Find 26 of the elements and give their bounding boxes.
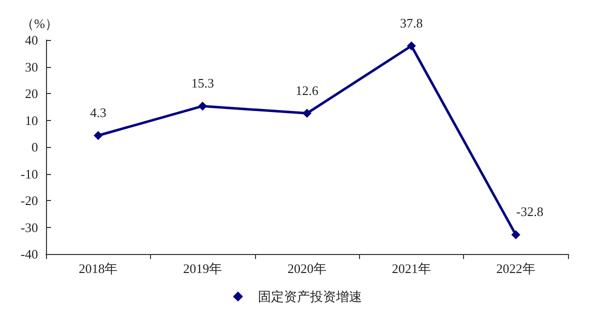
x-tick-label: 2018年 [78, 261, 118, 276]
y-tick-label: 30 [25, 59, 38, 74]
point [198, 102, 208, 111]
data-label: 4.3 [90, 104, 106, 120]
y-tick-label: 0 [32, 140, 38, 154]
legend-label: 固定资产投资增速 [258, 289, 362, 304]
y-tick-label: -10 [20, 166, 38, 182]
y-axis-title: （%） [21, 16, 58, 31]
data-label: 37.8 [400, 15, 423, 30]
point [302, 108, 312, 118]
y-tick-label: -40 [20, 246, 38, 262]
x-tick-label: 2021年 [392, 261, 431, 276]
point [94, 130, 103, 140]
y-tick-label: 20 [25, 86, 38, 101]
y-tick-label: -30 [20, 220, 38, 235]
x-tick-label: 2019年 [183, 261, 222, 276]
point [406, 41, 416, 50]
y-tick-label: 40 [25, 32, 38, 48]
data-label: -32.8 [516, 204, 544, 220]
data-label: 15.3 [191, 76, 214, 91]
data-label: 12.6 [296, 82, 319, 98]
x-tick-label: 2022年 [496, 261, 536, 276]
y-tick-label: 10 [25, 112, 38, 128]
point [511, 230, 520, 240]
y-tick-label: -20 [20, 193, 38, 208]
x-tick-label: 2020年 [288, 261, 326, 276]
